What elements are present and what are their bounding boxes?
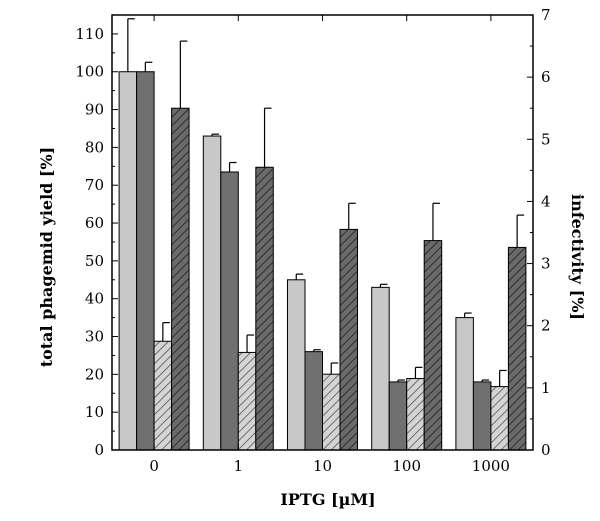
bar xyxy=(371,286,390,451)
bar xyxy=(171,107,190,451)
bar xyxy=(455,317,474,451)
y-right-tick-label: 1 xyxy=(541,379,551,397)
y-right-tick-label: 7 xyxy=(541,6,551,24)
y-left-tick-label: 70 xyxy=(85,176,104,194)
x-tick-label: 0 xyxy=(149,457,159,475)
x-tick-label: 100 xyxy=(392,457,421,475)
bar xyxy=(507,246,527,451)
y-left-tick-label: 30 xyxy=(85,328,104,346)
bar xyxy=(388,381,408,451)
y-left-tick-label: 10 xyxy=(85,403,104,421)
y-right-tick-label: 2 xyxy=(541,317,551,335)
bar xyxy=(118,71,138,451)
bar xyxy=(237,351,257,451)
x-axis-label: IPTG [µM] xyxy=(280,490,375,509)
y-left-tick-label: 50 xyxy=(85,252,104,270)
x-tick-label: 1 xyxy=(234,457,244,475)
bar xyxy=(406,378,425,451)
bar xyxy=(202,135,222,451)
bar xyxy=(472,381,492,451)
bar xyxy=(322,373,341,451)
bar xyxy=(304,351,323,451)
y-axis-left-label: total phagemid yield [%] xyxy=(37,147,56,368)
y-left-tick-label: 90 xyxy=(85,101,104,119)
y-right-tick-label: 0 xyxy=(541,441,551,459)
bar xyxy=(423,240,443,451)
y-right-tick-label: 5 xyxy=(541,130,551,148)
y-right-tick-label: 4 xyxy=(541,192,551,210)
bar xyxy=(220,171,239,451)
y-left-tick-label: 80 xyxy=(85,138,104,156)
y-left-tick-label: 100 xyxy=(75,63,104,81)
y-left-tick-label: 0 xyxy=(94,441,104,459)
bar xyxy=(153,340,173,451)
bar xyxy=(339,228,358,451)
y-left-tick-label: 40 xyxy=(85,290,104,308)
y-left-tick-label: 110 xyxy=(75,25,104,43)
bar xyxy=(136,71,155,451)
axis-ticks: 0 1 10 100 100001020304050607080901001100123… xyxy=(75,6,550,475)
bar xyxy=(255,166,274,451)
y-left-tick-label: 20 xyxy=(85,365,104,383)
y-left-tick-label: 60 xyxy=(85,214,104,232)
x-tick-label: 1000 xyxy=(472,457,510,475)
bars-layer xyxy=(118,18,527,451)
bar xyxy=(490,386,509,451)
x-tick-label: 10 xyxy=(313,457,332,475)
y-right-tick-label: 3 xyxy=(541,255,551,273)
y-axis-right-label: infectivity [%] xyxy=(568,194,587,320)
bar xyxy=(287,279,306,451)
y-right-tick-label: 6 xyxy=(541,68,551,86)
